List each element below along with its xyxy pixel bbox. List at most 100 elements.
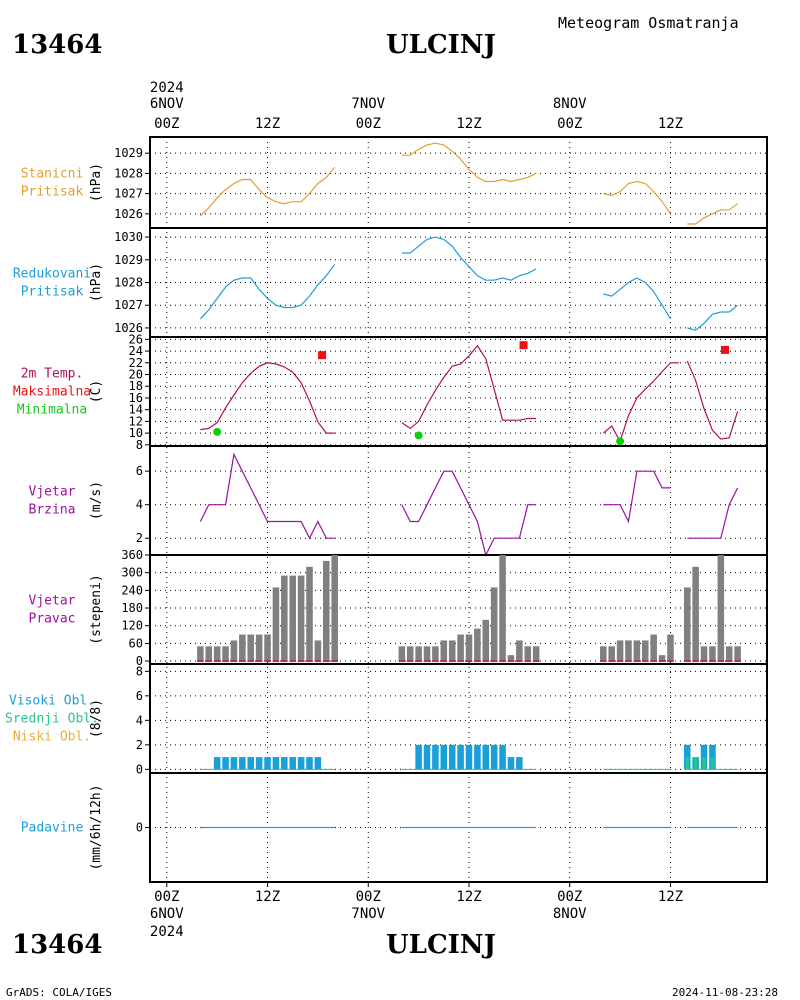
top-axis-hour: 12Z: [456, 116, 481, 132]
wind-direction-bar-base: [423, 660, 431, 663]
clouds-ytick-label: 6: [136, 689, 143, 703]
clouds-bar-0: [432, 744, 439, 770]
wind-direction-bar: [642, 640, 649, 662]
wind-direction-bar-base: [331, 660, 338, 663]
top-axis-date: 6NOV: [150, 96, 184, 112]
temperature-series-line: [401, 344, 537, 430]
clouds-bar-0: [272, 757, 280, 770]
clouds-bar-1: [702, 757, 706, 770]
station-name-top: ULCINJ: [386, 30, 496, 60]
wind-speed-ytick-label: 4: [136, 498, 143, 512]
wind-direction-bar: [700, 646, 708, 662]
temperature-ytick-label: 26: [129, 332, 143, 346]
temperature-ytick-label: 8: [136, 438, 143, 452]
clouds-label-0: Visoki Obl.: [9, 694, 95, 709]
reduced-pressure-ytick-label: 1027: [114, 298, 143, 312]
wind-direction-bar-base: [264, 660, 271, 663]
wind-direction-bar-base: [415, 660, 422, 663]
wind-speed-series-line: [401, 470, 537, 557]
wind-direction-bar: [717, 555, 725, 662]
wind-speed-ytick-label: 2: [136, 531, 143, 545]
wind-direction-bar-base: [625, 660, 632, 663]
clouds-ylabel: (8/8): [89, 699, 104, 738]
wind-direction-bar: [633, 640, 641, 662]
wind-direction-label-0: Vjetar: [29, 594, 76, 609]
station-pressure-series-line: [687, 203, 738, 225]
panel-wind-speed: [145, 445, 768, 557]
wind-direction-bar-base: [323, 660, 330, 663]
clouds-bar-0: [474, 744, 481, 770]
wind-direction-ytick-label: 240: [121, 583, 143, 597]
reduced-pressure-ytick-label: 1026: [114, 321, 143, 335]
reduced-pressure-label-0: Redukovani: [13, 267, 91, 282]
station-pressure-ytick-label: 1029: [114, 146, 143, 160]
wind-direction-ytick-label: 60: [129, 636, 143, 650]
wind-direction-bar: [692, 566, 699, 662]
bottom-axis-hour: 00Z: [356, 889, 381, 905]
temperature-series-line: [602, 362, 679, 443]
wind-direction-bar: [457, 634, 464, 662]
wind-speed-label-1: Brzina: [29, 503, 76, 518]
panel-precipitation: [145, 772, 768, 883]
wind-direction-bar-base: [650, 660, 657, 663]
wind-direction-bar-base: [230, 660, 238, 663]
wind-direction-bar-base: [448, 660, 456, 663]
wind-direction-bar: [281, 575, 288, 662]
meteogram-title: Meteogram Osmatranja: [558, 14, 739, 32]
wind-direction-bar-base: [289, 660, 296, 663]
wind-direction-bar-base: [683, 660, 691, 663]
wind-direction-bar-base: [700, 660, 708, 663]
wind-direction-bar-base: [507, 660, 515, 663]
wind-direction-bar-base: [222, 660, 229, 663]
clouds-bar-0: [423, 744, 431, 770]
wind-direction-ytick-label: 360: [121, 548, 143, 562]
bottom-axis-hour: 00Z: [557, 889, 582, 905]
wind-direction-bar-base: [474, 660, 481, 663]
panel-reduced-pressure: [145, 227, 768, 338]
wind-direction-bar: [482, 619, 490, 662]
wind-speed-series-line: [687, 487, 739, 539]
wind-direction-bar: [230, 640, 238, 662]
clouds-bar-0: [213, 757, 221, 770]
station-id-bottom: 13464: [12, 930, 103, 960]
wind-direction-bar: [667, 634, 674, 662]
wind-direction-bar-base: [314, 660, 322, 663]
wind-direction-bar-base: [247, 660, 255, 663]
wind-direction-bar-base: [692, 660, 699, 663]
wind-direction-bar-base: [616, 660, 624, 663]
wind-direction-bar-base: [709, 660, 716, 663]
temperature-ytick-label: 14: [129, 403, 143, 417]
wind-direction-bar: [415, 646, 422, 662]
clouds-bar-0: [499, 744, 506, 770]
bottom-axis-year: 2024: [150, 924, 184, 940]
temperature-max-marker: [721, 345, 730, 354]
wind-direction-bar: [490, 587, 498, 662]
wind-direction-bar: [255, 634, 263, 662]
clouds-bar-1: [693, 757, 698, 770]
clouds-bar-0: [490, 744, 498, 770]
wind-direction-bar: [432, 646, 439, 662]
clouds-bar-0: [230, 757, 238, 770]
wind-direction-bar-base: [725, 660, 733, 663]
wind-direction-bar-base: [600, 660, 607, 663]
clouds-bar-0: [306, 757, 313, 770]
wind-direction-label-1: Pravac: [29, 612, 76, 627]
wind-direction-bar: [725, 646, 733, 662]
clouds-bar-0: [314, 757, 322, 770]
clouds-ytick-label: 8: [136, 664, 143, 678]
wind-speed-frame: [149, 445, 768, 556]
clouds-bar-0: [465, 744, 473, 770]
temperature-frame: [149, 336, 768, 447]
clouds-bar-0: [440, 744, 448, 770]
clouds-bar-0: [264, 757, 271, 770]
wind-speed-series-line: [199, 452, 335, 540]
precipitation-ytick-label: 0: [136, 821, 143, 835]
wind-direction-bar-base: [406, 660, 414, 663]
wind-direction-bar-base: [642, 660, 649, 663]
wind-direction-bar-base: [398, 660, 406, 663]
temperature-ytick-label: 16: [129, 391, 143, 405]
wind-speed-ytick-label: 6: [136, 464, 143, 478]
temperature-ylabel: (C): [89, 380, 104, 403]
vertical-grid: [166, 137, 671, 882]
wind-speed-ylabel: (m/s): [89, 481, 104, 520]
